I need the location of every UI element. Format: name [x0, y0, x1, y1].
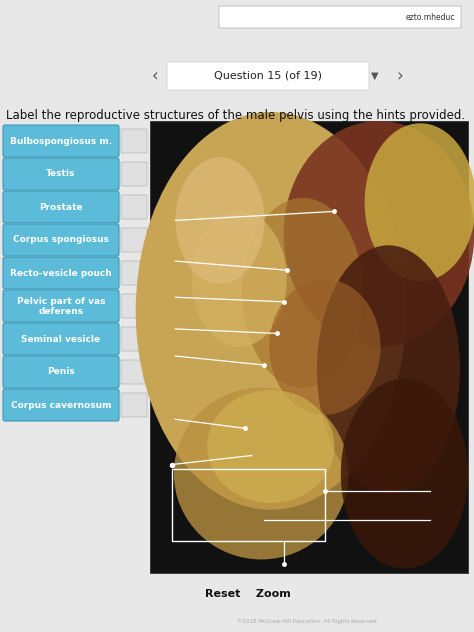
- FancyBboxPatch shape: [121, 162, 147, 186]
- FancyBboxPatch shape: [121, 327, 147, 351]
- Text: deferens: deferens: [38, 308, 83, 317]
- Ellipse shape: [207, 390, 335, 503]
- FancyBboxPatch shape: [167, 62, 369, 90]
- Ellipse shape: [283, 121, 474, 347]
- FancyBboxPatch shape: [219, 6, 461, 28]
- FancyBboxPatch shape: [3, 158, 119, 190]
- Ellipse shape: [341, 379, 468, 568]
- Ellipse shape: [191, 211, 287, 347]
- Text: Testis: Testis: [46, 169, 76, 178]
- FancyBboxPatch shape: [121, 393, 147, 417]
- Text: Question 15 (of 19): Question 15 (of 19): [214, 71, 322, 81]
- Text: ezto.mheduc: ezto.mheduc: [405, 13, 455, 21]
- Ellipse shape: [365, 123, 474, 281]
- Bar: [172, 469, 325, 542]
- FancyBboxPatch shape: [3, 125, 119, 157]
- Ellipse shape: [317, 245, 460, 494]
- Text: Bulbospongiosus m.: Bulbospongiosus m.: [10, 137, 112, 145]
- FancyBboxPatch shape: [121, 294, 147, 318]
- Ellipse shape: [175, 157, 264, 284]
- Text: Seminal vesicle: Seminal vesicle: [21, 334, 100, 344]
- Text: Corpus cavernosum: Corpus cavernosum: [11, 401, 111, 410]
- Ellipse shape: [269, 279, 381, 415]
- Ellipse shape: [136, 112, 406, 510]
- Text: Pelvic part of vas: Pelvic part of vas: [17, 298, 105, 307]
- Text: ©2018 McGraw-Hill Education. All Rights Reserved.: ©2018 McGraw-Hill Education. All Rights …: [237, 618, 379, 624]
- FancyBboxPatch shape: [3, 323, 119, 355]
- FancyBboxPatch shape: [121, 228, 147, 252]
- FancyBboxPatch shape: [121, 360, 147, 384]
- Text: Prostate: Prostate: [39, 202, 83, 212]
- FancyBboxPatch shape: [3, 191, 119, 223]
- Text: Reset    Zoom: Reset Zoom: [205, 589, 291, 599]
- Bar: [150, 121, 468, 573]
- Text: Label the reproductive structures of the male pelvis using the hints provided.: Label the reproductive structures of the…: [6, 109, 465, 122]
- FancyBboxPatch shape: [3, 389, 119, 421]
- Text: Corpus spongiosus: Corpus spongiosus: [13, 236, 109, 245]
- Ellipse shape: [174, 387, 349, 559]
- Text: ‹: ‹: [152, 67, 158, 85]
- Text: ›: ›: [397, 67, 403, 85]
- Text: Recto-vesicle pouch: Recto-vesicle pouch: [10, 269, 112, 277]
- FancyBboxPatch shape: [3, 290, 119, 322]
- FancyBboxPatch shape: [121, 261, 147, 285]
- FancyBboxPatch shape: [3, 356, 119, 388]
- Text: Penis: Penis: [47, 367, 75, 377]
- Ellipse shape: [242, 198, 363, 387]
- FancyBboxPatch shape: [121, 195, 147, 219]
- Text: ▼: ▼: [371, 71, 379, 81]
- FancyBboxPatch shape: [3, 224, 119, 256]
- FancyBboxPatch shape: [3, 257, 119, 289]
- FancyBboxPatch shape: [121, 129, 147, 153]
